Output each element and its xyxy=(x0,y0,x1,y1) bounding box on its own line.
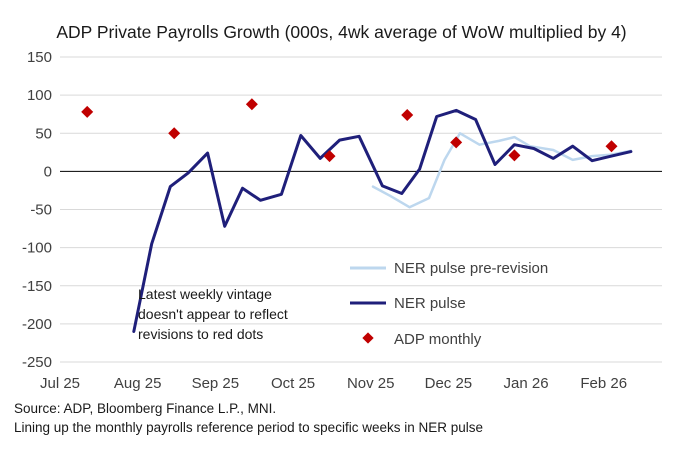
legend-label-adp-monthly: ADP monthly xyxy=(394,331,482,348)
series-layer xyxy=(81,98,633,333)
adp-monthly-point-2 xyxy=(245,98,258,111)
legend-label-ner-pulse: NER pulse xyxy=(394,295,466,312)
x-tick-label-sep-25: Sep 25 xyxy=(192,375,240,392)
x-axis-ticks: Jul 25 Aug 25 Sep 25 Oct 25 Nov 25 Dec 25 Jan … xyxy=(40,375,627,392)
adp-monthly-point-6 xyxy=(508,149,521,162)
x-tick-label-jan-26: Jan 26 xyxy=(504,375,549,392)
x-tick-label-oct-25: Oct 25 xyxy=(271,375,315,392)
adp-monthly-point-5 xyxy=(450,136,463,149)
adp-monthly-point-0 xyxy=(81,105,94,118)
annotation-line-2: doesn't appear to reflect xyxy=(138,306,288,322)
annotation-line-1: Latest weekly vintage xyxy=(138,286,272,302)
series-line-ner-pulse xyxy=(132,108,633,333)
y-tick-label--50: -50 xyxy=(30,202,52,219)
annotation-line-3: revisions to red dots xyxy=(138,326,263,342)
x-tick-label-feb-26: Feb 26 xyxy=(580,375,627,392)
adp-monthly-point-1 xyxy=(168,127,181,140)
y-tick-label--200: -200 xyxy=(22,316,52,333)
annotation: Latest weekly vintage doesn't appear to … xyxy=(138,286,288,342)
x-tick-label-dec-25: Dec 25 xyxy=(425,375,473,392)
adp-monthly-point-4 xyxy=(401,108,414,121)
legend-label-pre-revision: NER pulse pre-revision xyxy=(394,260,548,277)
grid-lines xyxy=(60,56,662,363)
legend: NER pulse pre-revision NER pulse ADP mon… xyxy=(350,260,548,348)
x-tick-label-nov-25: Nov 25 xyxy=(347,375,395,392)
x-tick-label-jul-25: Jul 25 xyxy=(40,375,80,392)
y-axis-ticks: 150 100 50 0 -50 -100 -150 -200 -250 xyxy=(22,49,52,371)
legend-marker-adp-monthly xyxy=(362,332,374,344)
y-tick-label--250: -250 xyxy=(22,354,52,371)
y-tick-label-150: 150 xyxy=(27,49,52,66)
adp-monthly-point-7 xyxy=(605,140,618,153)
x-tick-label-aug-25: Aug 25 xyxy=(114,375,162,392)
chart-title: ADP Private Payrolls Growth (000s, 4wk a… xyxy=(56,22,626,42)
y-tick-label-50: 50 xyxy=(35,125,52,142)
y-tick-label--100: -100 xyxy=(22,240,52,257)
source-footnote: Source: ADP, Bloomberg Finance L.P., MNI… xyxy=(14,401,276,416)
series-line-ner-pulse-pre-revision xyxy=(371,132,633,209)
y-tick-label-0: 0 xyxy=(44,163,52,180)
y-tick-label--150: -150 xyxy=(22,278,52,295)
adp-monthly-point-3 xyxy=(323,150,336,163)
y-tick-label-100: 100 xyxy=(27,87,52,104)
reference-footnote: Lining up the monthly payrolls reference… xyxy=(14,420,483,435)
